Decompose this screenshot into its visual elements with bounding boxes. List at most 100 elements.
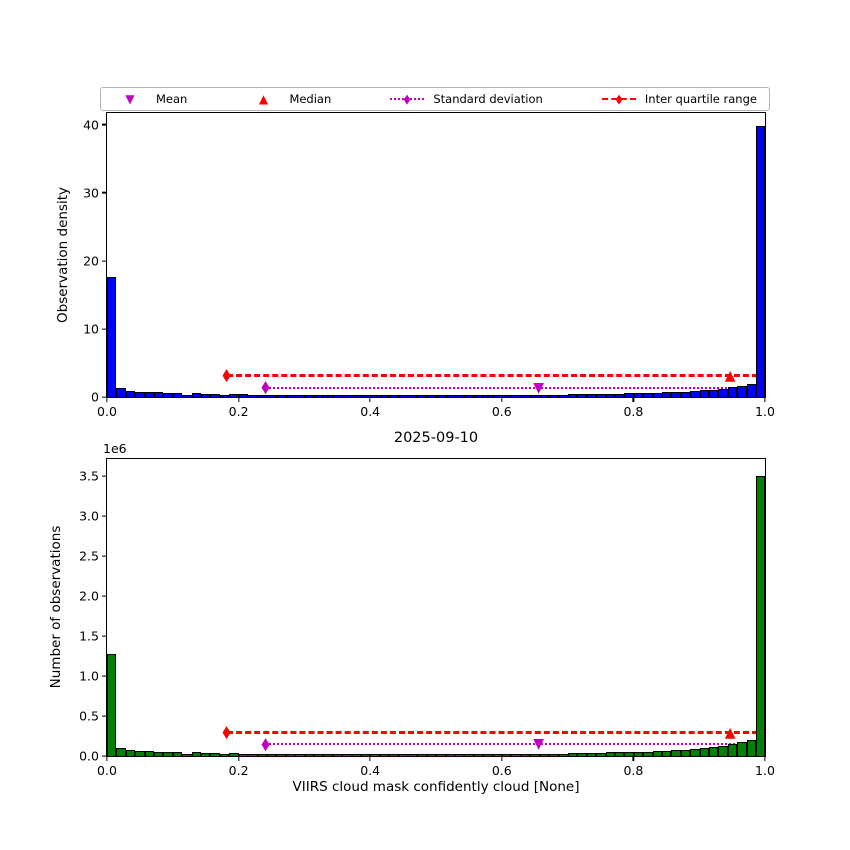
histogram-bar — [737, 742, 747, 756]
x-tick-label: 0.6 — [491, 763, 512, 778]
histogram-bar — [163, 752, 173, 756]
histogram-bar — [652, 751, 662, 756]
histogram-bar — [586, 752, 597, 756]
histogram-bar — [464, 754, 474, 756]
histogram-bar — [257, 394, 267, 397]
histogram-bar — [323, 754, 333, 756]
x-tick — [237, 756, 240, 761]
histogram-bar — [379, 754, 390, 756]
y-tick — [102, 715, 107, 717]
top-y-axis-label: Observation density — [55, 187, 71, 323]
x-tick — [106, 756, 108, 761]
histogram-bar — [530, 394, 540, 397]
y-tick — [102, 595, 107, 597]
histogram-bar — [577, 753, 587, 756]
histogram-bar — [473, 394, 484, 397]
histogram-bar — [436, 395, 446, 397]
histogram-bar — [304, 754, 314, 756]
x-tick — [501, 756, 503, 761]
histogram-bar — [614, 393, 625, 397]
histogram-bar — [389, 394, 399, 397]
histogram-bar — [690, 748, 700, 756]
y-tick — [102, 260, 107, 262]
x-tick — [106, 397, 108, 402]
x-tick-label: 0.2 — [228, 404, 249, 419]
histogram-bar — [116, 387, 126, 397]
histogram-bar — [746, 740, 757, 756]
histogram-bar — [605, 752, 615, 756]
y-tick — [102, 123, 107, 126]
histogram-bar — [671, 391, 681, 397]
histogram-bar — [661, 750, 672, 756]
x-tick — [369, 397, 371, 402]
histogram-bar — [530, 753, 540, 756]
histogram-bar — [191, 752, 202, 756]
x-tick — [632, 756, 635, 761]
histogram-bar — [511, 394, 521, 397]
histogram-bar — [567, 753, 578, 756]
histogram-bar — [144, 391, 155, 397]
histogram-bar — [125, 390, 136, 397]
histogram-bar — [379, 395, 390, 397]
histogram-bar — [483, 394, 493, 397]
y-tick-label: 10 — [83, 321, 99, 337]
histogram-bar — [229, 753, 239, 756]
histogram-bar — [360, 394, 371, 397]
histogram-bar — [558, 394, 568, 397]
y-tick — [102, 328, 107, 330]
y-tick-label: 1.0 — [79, 668, 99, 684]
histogram-bar — [718, 388, 728, 397]
legend: ▼ Mean ▲ Median ◆ Standard deviation ◆ I… — [100, 87, 770, 111]
histogram-bar — [201, 393, 211, 397]
histogram-bar — [295, 754, 305, 756]
x-tick-label: 1.0 — [755, 404, 775, 419]
histogram-bar — [304, 395, 314, 397]
histogram-bar — [351, 395, 361, 397]
histogram-bar — [370, 395, 380, 397]
histogram-bar — [144, 751, 155, 756]
legend-item-median: ▲ Median — [246, 91, 331, 107]
histogram-bar — [643, 751, 653, 756]
bottom-y-axis-label: Number of observations — [48, 525, 64, 689]
histogram-bar — [699, 748, 709, 756]
histogram-bar — [756, 125, 766, 397]
histogram-bar — [370, 754, 380, 756]
histogram-bar — [426, 754, 437, 756]
histogram-bar — [408, 754, 418, 756]
iqr-line — [226, 373, 759, 377]
histogram-bar — [323, 395, 333, 397]
x-axis-label: VIIRS cloud mask confidently cloud [None… — [292, 779, 580, 795]
histogram-bar — [661, 392, 672, 397]
histogram-bar — [408, 395, 418, 397]
histogram-bar — [116, 748, 126, 756]
mean-triangle-down-icon: ▼ — [125, 92, 135, 106]
stddev-dotted-line-diamond-icon: ◆ — [390, 91, 425, 107]
histogram-bar — [398, 395, 408, 397]
y-tick — [102, 555, 107, 557]
histogram-bar — [436, 754, 446, 756]
y-axis-offset-label: 1e6 — [103, 441, 127, 456]
histogram-bar — [539, 394, 550, 397]
histogram-bar — [182, 753, 192, 756]
histogram-bars — [107, 459, 766, 756]
histogram-bar — [520, 394, 531, 397]
histogram-bar — [389, 754, 399, 756]
histogram-bar — [295, 394, 305, 397]
histogram-bar — [511, 754, 521, 756]
histogram-bar — [605, 393, 615, 397]
histogram-bar — [455, 754, 465, 756]
histogram-bar — [285, 394, 296, 397]
y-tick — [102, 755, 107, 757]
y-tick-label: 30 — [83, 185, 99, 201]
median-triangle-up-icon: ▲ — [258, 92, 269, 106]
histogram-bar — [210, 393, 220, 397]
histogram-bar — [492, 395, 503, 397]
y-tick-label: 20 — [83, 253, 99, 269]
histogram-bar — [520, 754, 531, 756]
histogram-bar — [248, 753, 258, 756]
histogram-bar — [746, 384, 757, 397]
histogram-bar — [257, 754, 267, 756]
histogram-bar — [680, 391, 691, 397]
histogram-bar — [163, 392, 173, 397]
